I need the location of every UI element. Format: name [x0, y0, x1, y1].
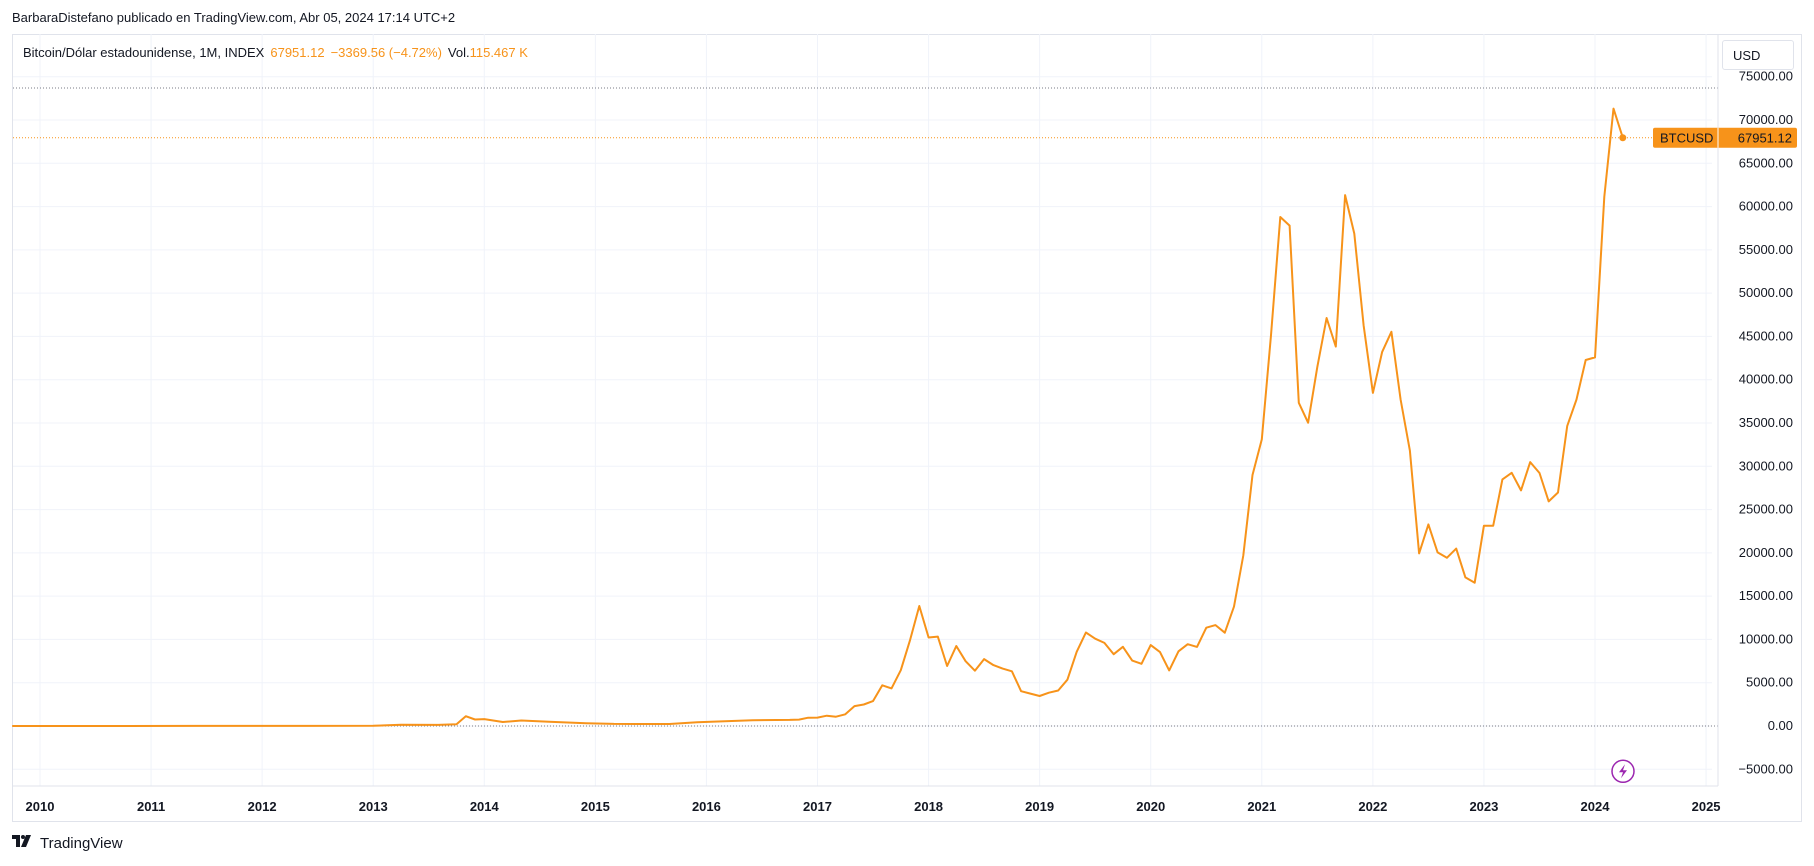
x-tick-label: 2019	[1025, 799, 1054, 814]
volume-value: 115.467 K	[469, 45, 528, 60]
tradingview-logo-icon	[12, 834, 34, 852]
y-tick-label: 75000.00	[1739, 69, 1793, 84]
x-tick-label: 2022	[1358, 799, 1387, 814]
x-tick-label: 2015	[581, 799, 610, 814]
x-tick-label: 2023	[1469, 799, 1498, 814]
footer-brand-text: TradingView	[40, 834, 123, 852]
chart-frame	[12, 34, 1802, 822]
x-tick-label: 2017	[803, 799, 832, 814]
footer-brand[interactable]: TradingView	[12, 834, 123, 852]
x-tick-label: 2013	[359, 799, 388, 814]
x-tick-label: 2014	[470, 799, 500, 814]
publisher-line: BarbaraDistefano publicado en TradingVie…	[12, 10, 456, 25]
price-tag-symbol: BTCUSD	[1660, 131, 1713, 146]
x-tick-label: 2016	[692, 799, 721, 814]
y-tick-label: 20000.00	[1739, 545, 1793, 560]
chart-legend: Bitcoin/Dólar estadounidense, 1M, INDEX 6…	[23, 45, 528, 60]
x-tick-label: 2021	[1247, 799, 1276, 814]
y-tick-label: −5000.00	[1738, 761, 1793, 776]
x-tick-label: 2024	[1581, 799, 1611, 814]
x-tick-label: 2010	[26, 799, 55, 814]
y-tick-label: 45000.00	[1739, 328, 1793, 343]
y-tick-label: 60000.00	[1739, 199, 1793, 214]
x-tick-label: 2011	[137, 799, 165, 814]
currency-button[interactable]: USD	[1722, 40, 1794, 70]
volume-label: Vol.	[447, 45, 470, 60]
y-tick-label: 55000.00	[1739, 242, 1793, 257]
x-tick-label: 2025	[1692, 799, 1721, 814]
y-tick-label: 0.00	[1768, 718, 1793, 733]
y-tick-label: 30000.00	[1739, 458, 1793, 473]
price-change: −3369.56 (−4.72%)	[330, 45, 442, 60]
lightning-bolt-glyph	[1619, 764, 1627, 779]
y-tick-label: 15000.00	[1739, 588, 1793, 603]
y-tick-label: 70000.00	[1739, 112, 1793, 127]
x-tick-label: 2012	[248, 799, 277, 814]
last-price-point[interactable]	[1619, 134, 1627, 142]
y-tick-label: 5000.00	[1746, 675, 1793, 690]
btcusd-series-line[interactable]	[12, 107, 1624, 727]
y-tick-label: 40000.00	[1739, 372, 1793, 387]
last-price: 67951.12	[270, 45, 325, 60]
y-tick-label: 10000.00	[1739, 631, 1793, 646]
x-tick-label: 2020	[1136, 799, 1165, 814]
symbol-description: Bitcoin/Dólar estadounidense, 1M, INDEX	[23, 45, 265, 60]
y-tick-label: 50000.00	[1739, 285, 1793, 300]
y-tick-label: 25000.00	[1739, 502, 1793, 517]
price-tag	[1653, 127, 1797, 148]
price-tag-value: 67951.12	[1738, 131, 1792, 146]
y-tick-label: 65000.00	[1739, 155, 1793, 170]
x-tick-label: 2018	[914, 799, 943, 814]
y-tick-label: 35000.00	[1739, 415, 1793, 430]
